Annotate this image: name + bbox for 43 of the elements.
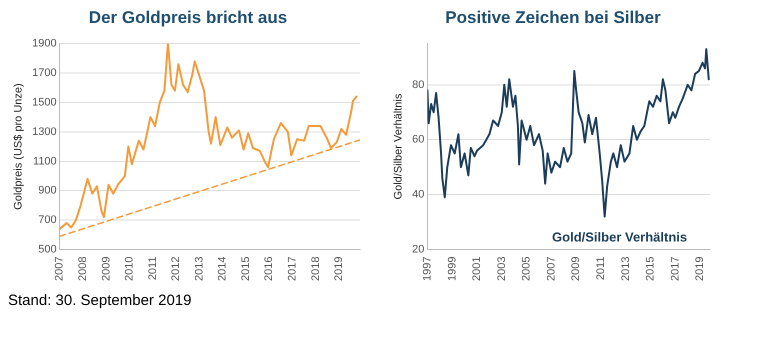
- x-tick-label: 2010: [124, 256, 136, 282]
- text: Stand: 30. September 2019: [8, 292, 192, 309]
- y-axis-title: Goldpreis (US$ pro Unze): [12, 83, 25, 210]
- y-tick-label: 80: [412, 78, 424, 91]
- x-tick-label: 1997: [421, 256, 434, 282]
- y-axis-title: Gold/Silber Verhältnis: [392, 93, 405, 200]
- y-tick-label: 60: [412, 134, 424, 146]
- y-tick-label: 40: [412, 188, 424, 201]
- x-tick-label: 2001: [471, 256, 484, 282]
- x-tick-label: 2017: [669, 256, 682, 282]
- x-tick-label: 2011: [594, 256, 607, 280]
- y-tick-label: 20: [412, 244, 424, 256]
- chart-title: Positive Zeichen bei Silber: [444, 8, 662, 29]
- x-tick-label: 2003: [496, 256, 508, 282]
- x-tick-label: 1999: [446, 256, 458, 282]
- y-tick-label: 1300: [32, 126, 57, 138]
- y-tick-label: 700: [38, 214, 57, 226]
- x-tick-label: 2009: [100, 256, 112, 282]
- x-tick-label: 2013: [620, 256, 632, 282]
- x-tick-label: 2018: [310, 256, 322, 282]
- y-tick-label: 1100: [33, 155, 57, 168]
- x-tick-label: 2015: [240, 256, 252, 282]
- x-tick-label: 2014: [216, 256, 229, 282]
- x-tick-label: 2011: [146, 256, 159, 280]
- x-tick-label: 2012: [170, 256, 182, 282]
- x-tick-label: 2019: [333, 256, 346, 282]
- chart-title: Der Goldpreis bricht aus: [88, 8, 288, 29]
- y-tick-label: 900: [38, 184, 57, 197]
- x-tick-label: 2019: [694, 256, 706, 282]
- series-label: Gold/Silber Verhältnis: [552, 230, 688, 245]
- x-tick-label: 2017: [286, 256, 299, 282]
- x-tick-label: 2007: [545, 256, 558, 282]
- y-tick-label: 1900: [32, 38, 57, 50]
- y-tick-label: 1700: [32, 67, 57, 80]
- y-tick-label: 500: [38, 244, 57, 256]
- x-tick-label: 2013: [193, 256, 206, 282]
- x-tick-label: 2007: [54, 256, 66, 282]
- x-tick-label: 2009: [570, 256, 582, 282]
- x-tick-label: 2015: [644, 256, 657, 282]
- x-tick-label: 2016: [263, 256, 276, 282]
- x-tick-label: 2005: [520, 256, 533, 282]
- y-tick-label: 1500: [32, 96, 57, 108]
- x-tick-label: 2008: [76, 256, 89, 282]
